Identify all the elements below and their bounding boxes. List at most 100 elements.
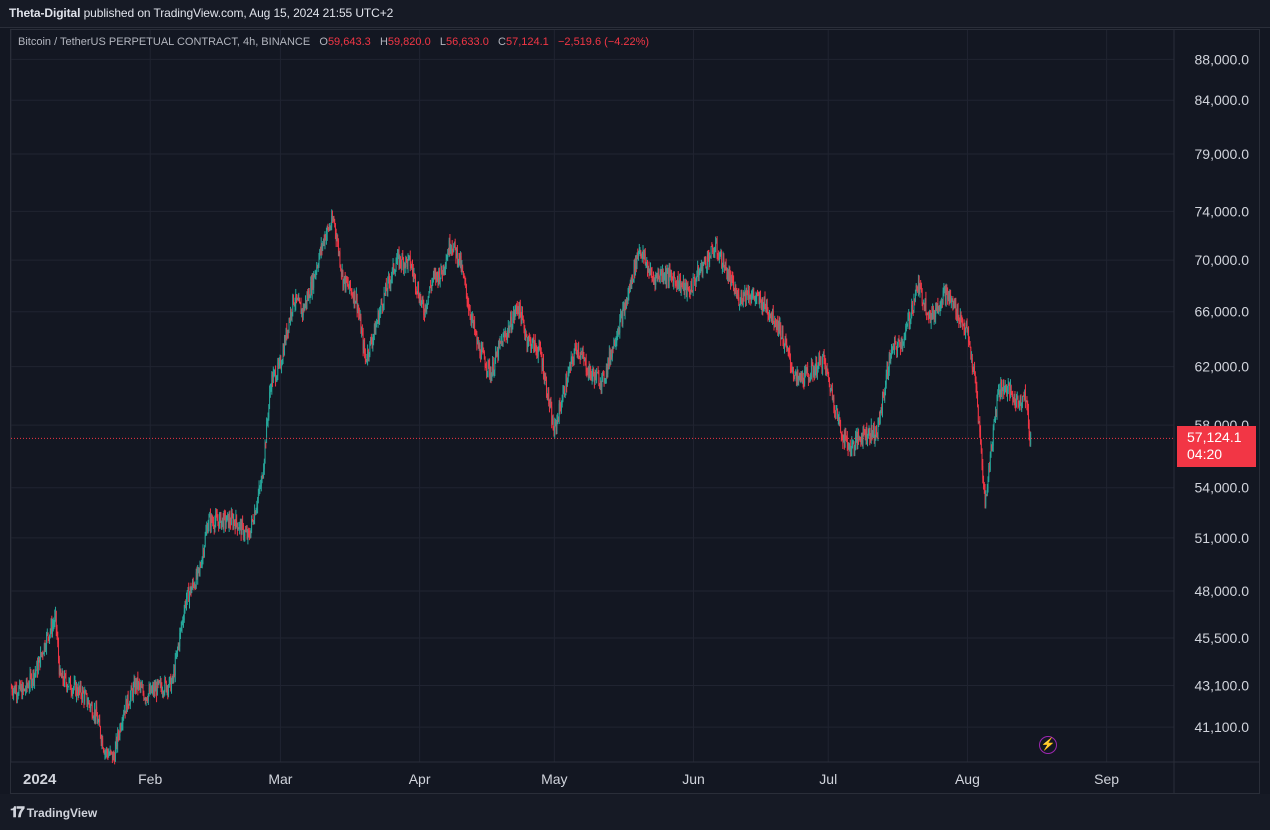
candle-body [144,698,145,700]
candle-body [190,587,192,593]
candle [773,320,775,331]
candle [528,335,530,347]
candle-body [511,327,513,330]
candle [849,439,851,457]
x-tick-label: Mar [268,771,292,787]
candle [169,676,171,685]
candle [137,671,139,696]
candle-body [663,278,665,280]
candle-body [106,749,108,754]
candle-body [777,320,779,332]
candle [755,291,757,305]
candle [807,373,809,387]
candle [676,279,678,292]
candle-body [607,359,609,374]
candle [721,249,723,269]
candle [897,338,899,348]
candle [376,318,378,328]
candle-body [38,657,40,663]
candle [946,284,948,296]
candle [492,356,494,376]
candle-body [659,277,660,280]
candle-body [318,257,320,267]
candle-body [316,267,318,273]
candle-body [407,257,409,268]
candle [715,236,717,253]
tradingview-brand[interactable]: 𝟏𝟕 TradingView [10,804,97,821]
candle-body [713,252,715,257]
candle [358,304,360,321]
candle-body [154,686,156,692]
chart-area[interactable]: 88,000.0 84,000.0 79,000.0 74,000.0 70,000.0… [10,29,1260,794]
candle-body [968,341,970,345]
candle [417,281,419,299]
candle-body [232,517,234,527]
candle [469,304,471,320]
candle [683,278,685,296]
candle [763,302,765,312]
candle [942,287,944,305]
candle-body [778,321,780,333]
candle-body [229,516,231,524]
candle-body [860,441,862,443]
candle [594,369,596,385]
symbol-name[interactable]: Bitcoin / TetherUS PERPETUAL CONTRACT, 4… [18,36,311,48]
candle [341,263,343,278]
candle [971,351,973,363]
candle [226,515,228,523]
candle [385,277,387,292]
candle [935,302,937,312]
candle [628,285,630,301]
candle-body [92,716,94,718]
candle [917,286,919,294]
candle-body [307,295,309,299]
candle-body [28,685,30,688]
flash-icon[interactable]: ⚡ [1039,736,1057,754]
candle-body [43,643,45,654]
candle [369,340,371,358]
candle-body [221,520,223,528]
candle-body [561,400,563,405]
candle-body [477,341,479,349]
candle [326,225,328,241]
candle [454,238,456,251]
candle [122,714,124,731]
candle-body [923,303,925,305]
candle-body [715,241,717,243]
candle [673,271,675,290]
candle-body [740,292,742,303]
candle-body [219,513,221,517]
candle-body [849,445,851,455]
candle [554,418,556,427]
candle [57,631,59,648]
candle [736,290,738,300]
candle [431,277,433,292]
candle-body [924,303,925,309]
candle-body [156,686,157,696]
candle-body [721,267,723,268]
candle-body [117,732,119,737]
candle-body [276,375,278,380]
candle [487,358,489,378]
candle [516,300,518,316]
candle-body [746,288,748,295]
candle-body [546,379,547,394]
candle-body [430,287,432,288]
candle [804,364,806,378]
publisher-name[interactable]: Theta-Digital [9,6,81,20]
candle-body [783,341,785,349]
candlestick-chart[interactable]: 88,000.084,000.079,000.074,000.070,000.0… [11,30,1260,794]
candle-body [577,347,579,355]
candle [164,675,166,696]
candle [974,361,976,376]
candle [574,343,576,354]
candle [101,734,103,750]
candle-body [439,277,441,283]
candle [573,348,575,366]
candle-body [424,305,426,316]
candle-body [981,452,983,466]
candle-body [692,291,693,293]
candle [868,425,870,436]
candle-body [542,360,544,368]
candle-body [422,298,424,306]
